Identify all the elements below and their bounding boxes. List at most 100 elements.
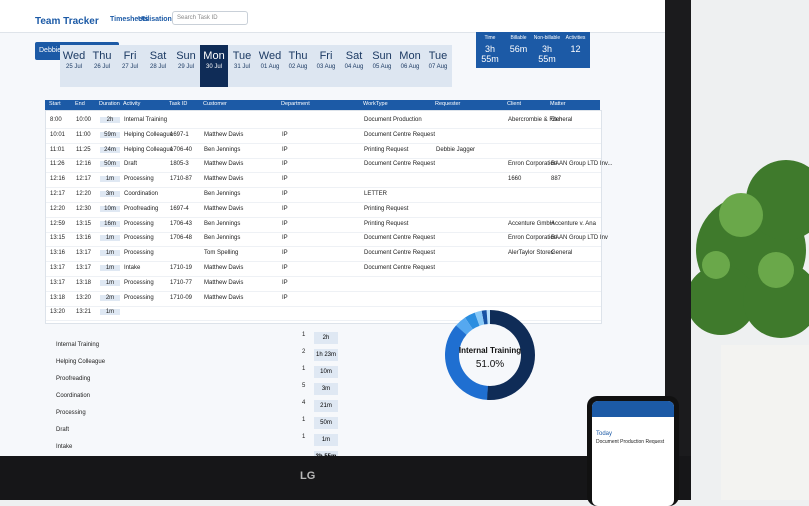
tab-day: Tue — [232, 50, 252, 62]
date-tab[interactable]: Sun 05 Aug — [368, 45, 396, 87]
table-cell: Helping Colleague — [124, 146, 174, 153]
summary-duration: 1h 23m — [314, 349, 338, 361]
stats-panel: Time 3h 55m Billable 56m Non-billable 3h 55m A… — [476, 32, 590, 68]
tab-date: 25 Jul — [65, 64, 82, 70]
table-cell: 1805-3 — [170, 161, 189, 168]
date-tab[interactable]: Mon 30 Jul — [200, 45, 228, 87]
table-cell: 10:01 — [50, 131, 66, 138]
date-tab[interactable]: Fri 27 Jul — [116, 45, 144, 87]
tab-date: 03 Aug — [316, 64, 336, 70]
table-cell: Enron Corporation — [508, 235, 558, 242]
tab-date: 07 Aug — [428, 64, 448, 70]
summary-total: 3h 55m — [314, 451, 338, 456]
tab-day: Sun — [372, 50, 392, 62]
table-cell: AlerTaylor Stores — [508, 250, 554, 257]
table-cell: 10:00 — [76, 117, 92, 123]
table-cell: Enron Corporation — [508, 161, 558, 168]
table-cell: 16m — [100, 220, 120, 227]
summary-duration: 2h — [314, 332, 338, 344]
search-box[interactable]: Search Task ID — [172, 11, 248, 25]
date-tab[interactable]: Sun 29 Jul — [172, 45, 200, 87]
table-cell: 12:20 — [50, 205, 66, 212]
brand-logo: LG — [300, 470, 316, 482]
stat-value: 3h 55m — [538, 44, 556, 64]
table-cell: IP — [282, 205, 288, 212]
table-cell: 13:21 — [76, 309, 92, 316]
date-tab[interactable]: Thu 26 Jul — [88, 45, 116, 87]
app-title: Team Tracker — [35, 16, 99, 27]
phone-title: Today — [596, 431, 613, 437]
table-cell: 1706-43 — [170, 220, 193, 227]
tab-date: 02 Aug — [288, 64, 308, 70]
tab-date: 30 Jul — [205, 64, 222, 70]
table-cell: Intake — [124, 265, 141, 271]
summary-activity: Proofreading — [56, 376, 91, 382]
nav-link[interactable]: Utilisation — [138, 16, 172, 23]
summary-activity: Coordination — [56, 393, 91, 399]
nav-link[interactable]: Timesheets — [110, 16, 149, 23]
table-cell: 2h — [100, 117, 120, 123]
date-tab[interactable]: Fri 03 Aug — [312, 45, 340, 87]
table-cell: Processing — [124, 220, 154, 227]
table-cell: 13:16 — [50, 250, 66, 257]
table-cell: Ben Jennings — [204, 220, 241, 227]
table-body: 8:00 10:00 2h Internal Training Document Pro… — [45, 110, 612, 324]
phone-screen: Today Document Production Request — [592, 401, 674, 506]
tab-day: Mon — [399, 50, 421, 62]
table-cell: 11:00 — [76, 131, 91, 138]
table-cell: Coordination — [124, 191, 159, 197]
table-cell: 1m — [100, 176, 120, 183]
tab-day: Sat — [149, 50, 167, 62]
table-cell: IP — [282, 294, 288, 301]
table-cell: Processing — [124, 294, 154, 301]
table-cell: 1m — [100, 265, 120, 271]
table-cell: Document Centre Request — [364, 265, 436, 271]
table-cell: BAAN Group LTD Inv — [551, 235, 608, 242]
table-cell: Matthew Davis — [204, 131, 244, 138]
tab-date: 27 Jul — [121, 64, 138, 70]
date-tab[interactable]: Wed 25 Jul — [60, 45, 88, 87]
table-cell: Matthew Davis — [204, 279, 244, 286]
date-tab[interactable]: Wed 01 Aug — [256, 45, 284, 87]
date-tab[interactable]: Mon 06 Aug — [396, 45, 424, 87]
table-cell: 13:20 — [76, 294, 92, 301]
table-cell: 50m — [100, 161, 120, 168]
tab-day: Sun — [176, 50, 196, 62]
tab-date: 04 Aug — [344, 64, 364, 70]
row-line — [46, 276, 601, 277]
table-cell: IP — [282, 131, 288, 138]
table-cell: 12:20 — [76, 191, 92, 197]
donut-segment — [445, 310, 535, 400]
summary-count: 1 — [302, 434, 306, 440]
stat-label: Non-billable — [533, 35, 561, 41]
table-cell: 1706-40 — [170, 146, 193, 153]
stat: Billable 56m — [505, 35, 533, 54]
date-tab[interactable]: Sat 04 Aug — [340, 45, 368, 87]
date-tab[interactable]: Thu 02 Aug — [284, 45, 312, 87]
table-cell: IP — [282, 220, 288, 227]
table-cell: 13:15 — [50, 235, 66, 242]
table-cell: 12:59 — [50, 220, 66, 227]
column-header: Start — [49, 101, 61, 107]
row-line — [46, 290, 601, 292]
summary: Internal Training 1 2h Helping Colleague 2 1h… — [52, 312, 342, 456]
table-cell: 1710-09 — [170, 294, 193, 301]
donut-chart: Internal Training 51.0% — [445, 310, 535, 400]
table-cell: IP — [282, 176, 288, 183]
table-cell: Processing — [124, 250, 154, 257]
summary-count: 1 — [302, 332, 306, 338]
tab-day: Sat — [345, 50, 363, 62]
tab-day: Tue — [428, 50, 448, 62]
donut-segment — [445, 310, 535, 400]
date-tab[interactable]: Tue 31 Jul — [228, 45, 256, 87]
column-header: Requester — [435, 101, 461, 107]
date-tab[interactable]: Sat 28 Jul — [144, 45, 172, 87]
tab-date: 26 Jul — [93, 64, 110, 70]
table-cell: IP — [282, 161, 288, 168]
row-line — [46, 128, 601, 129]
date-tab[interactable]: Tue 07 Aug — [424, 45, 452, 87]
table-cell: 1697-1 — [170, 131, 189, 138]
stat: Activities 12 — [562, 35, 590, 54]
table-cell: 1m — [100, 309, 120, 316]
